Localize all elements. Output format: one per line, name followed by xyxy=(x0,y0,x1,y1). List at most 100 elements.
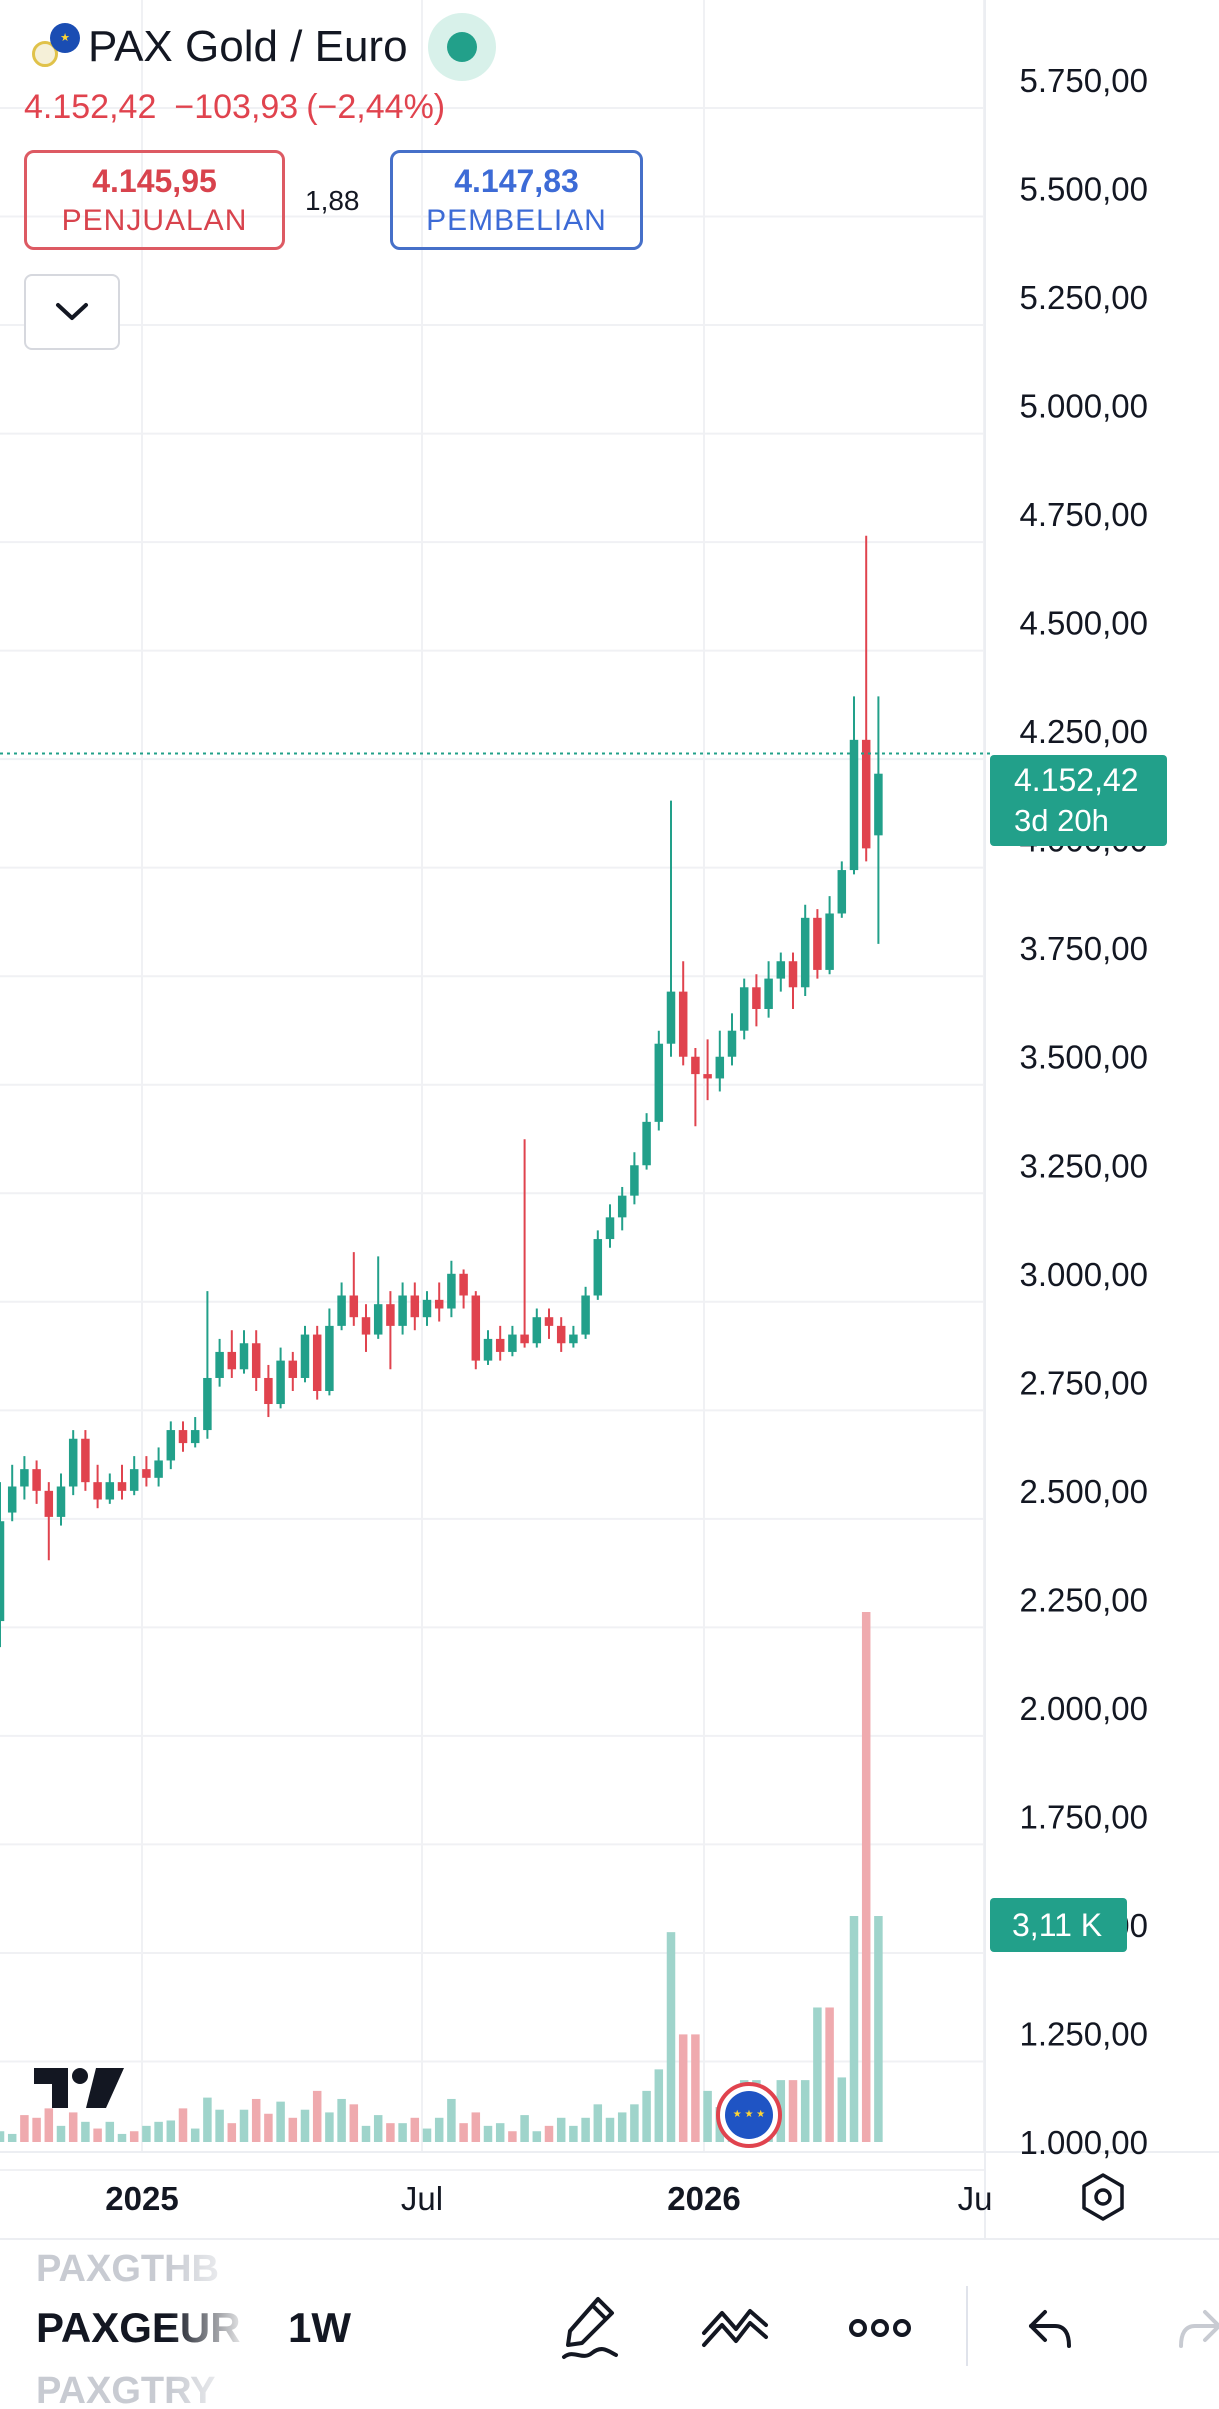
volume-bar xyxy=(508,2131,517,2142)
volume-bar xyxy=(678,2034,688,2142)
candle-body xyxy=(166,1430,176,1461)
candle-body xyxy=(178,1430,188,1444)
candle-body xyxy=(703,1074,712,1079)
collapse-button[interactable] xyxy=(24,274,120,350)
volume-bar xyxy=(593,2104,603,2142)
candle-body xyxy=(788,961,798,988)
volume-bar xyxy=(20,2115,29,2142)
chevron-down-icon xyxy=(56,303,88,320)
interval-selector[interactable]: 1W xyxy=(288,2304,351,2351)
candle-body xyxy=(142,1469,151,1478)
candle-body xyxy=(264,1377,273,1405)
candle-body xyxy=(837,870,847,914)
last-price-label: 4.152,42 3d 20h xyxy=(990,755,1167,846)
volume-bar xyxy=(849,1916,859,2142)
candle-body xyxy=(666,991,676,1044)
buy-label: PEMBELIAN xyxy=(426,204,607,237)
candle-body xyxy=(532,1317,542,1344)
y-tick-label: 4.250,00 xyxy=(1020,713,1148,750)
volume-bar xyxy=(471,2112,481,2142)
volume-bar xyxy=(105,2121,115,2142)
y-tick-label: 2.500,00 xyxy=(1020,1473,1148,1510)
candle-body xyxy=(556,1325,566,1344)
x-tick-label: 2026 xyxy=(667,2180,740,2217)
y-tick-label: 4.750,00 xyxy=(1020,496,1148,533)
y-tick-label: 3.750,00 xyxy=(1020,930,1148,967)
candle-body xyxy=(520,1334,529,1344)
volume-bar xyxy=(142,2125,151,2142)
volume-bar xyxy=(825,2007,834,2142)
candle-body xyxy=(471,1295,481,1361)
volume-bar xyxy=(93,2128,102,2142)
y-tick-label: 5.250,00 xyxy=(1020,279,1148,316)
candle-body xyxy=(312,1334,322,1391)
candle-body xyxy=(861,739,871,849)
candle-body xyxy=(0,1521,5,1622)
volume-bar xyxy=(654,2069,664,2142)
buy-button[interactable]: 4.147,83 PEMBELIAN xyxy=(390,150,643,250)
candle-body xyxy=(386,1304,395,1326)
symbol-title[interactable]: PAX Gold / Euro xyxy=(88,22,408,71)
sell-button[interactable]: 4.145,95 PENJUALAN xyxy=(24,150,285,250)
candle-body xyxy=(373,1304,383,1335)
sell-price: 4.145,95 xyxy=(92,163,217,199)
redo-button[interactable] xyxy=(1160,2288,1219,2368)
volume-bar xyxy=(617,2112,627,2142)
indicators-button[interactable] xyxy=(695,2288,775,2368)
draw-button[interactable] xyxy=(550,2288,630,2368)
price-label-value: 4.152,42 xyxy=(1014,762,1139,798)
volume-bar xyxy=(154,2121,163,2142)
settings-icon[interactable] xyxy=(1076,2170,1130,2224)
candle-body xyxy=(739,987,749,1031)
candle-body xyxy=(32,1469,41,1491)
candle-body xyxy=(764,978,773,1009)
volume-bar xyxy=(203,2097,212,2142)
candle-body xyxy=(215,1351,224,1378)
x-tick-label: Jul xyxy=(401,2180,443,2217)
volume-bar xyxy=(227,2123,237,2142)
volume-bar xyxy=(361,2125,371,2142)
candle-body xyxy=(7,1486,17,1513)
volume-bar xyxy=(630,2104,639,2142)
market-status-icon[interactable] xyxy=(427,13,496,81)
y-tick-label: 1.250,00 xyxy=(1020,2015,1148,2052)
event-marker[interactable]: ★ ★ ★ xyxy=(716,2082,782,2148)
volume-bar xyxy=(666,1932,676,2142)
candle-body xyxy=(874,773,883,836)
price-change-row: 4.152,42 −103,93 (−2,44%) xyxy=(24,88,463,127)
undo-button[interactable] xyxy=(1010,2288,1090,2368)
euro-flag-icon: ★ xyxy=(50,23,80,53)
buy-price: 4.147,83 xyxy=(454,163,579,199)
candle-body xyxy=(544,1317,554,1326)
volume-bar xyxy=(117,2133,127,2142)
candle-body xyxy=(459,1273,468,1296)
candle-body xyxy=(434,1299,444,1309)
y-tick-label: 2.250,00 xyxy=(1020,1581,1148,1618)
candle-body xyxy=(581,1295,590,1335)
volume-bar xyxy=(56,2125,66,2142)
candle-body xyxy=(129,1469,139,1491)
volume-bar xyxy=(447,2098,456,2142)
candle-body xyxy=(654,1043,664,1122)
last-price: 4.152,42 xyxy=(24,88,157,126)
candle-body xyxy=(325,1325,334,1391)
tradingview-logo[interactable] xyxy=(34,2064,126,2112)
y-tick-label: 2.750,00 xyxy=(1020,1364,1148,1401)
pencil-icon xyxy=(562,2297,618,2359)
candle-body xyxy=(569,1334,578,1344)
euro-flag-icon: ★ ★ ★ xyxy=(725,2091,773,2139)
candle-body xyxy=(495,1338,505,1352)
candle-body xyxy=(593,1239,603,1296)
volume-bar xyxy=(129,2131,139,2142)
candle-body xyxy=(715,1056,725,1079)
bottom-toolbar: PAXGTHB PAXGEUR PAXGTRY 1W xyxy=(0,2238,1219,2409)
sell-label: PENJUALAN xyxy=(61,204,248,237)
candle-body xyxy=(849,739,859,871)
more-button[interactable] xyxy=(840,2288,920,2368)
candle-body xyxy=(617,1195,627,1218)
volume-bar xyxy=(459,2123,468,2142)
volume-bar xyxy=(264,2113,273,2142)
candle-body xyxy=(727,1030,737,1057)
volume-bar xyxy=(0,2131,5,2142)
